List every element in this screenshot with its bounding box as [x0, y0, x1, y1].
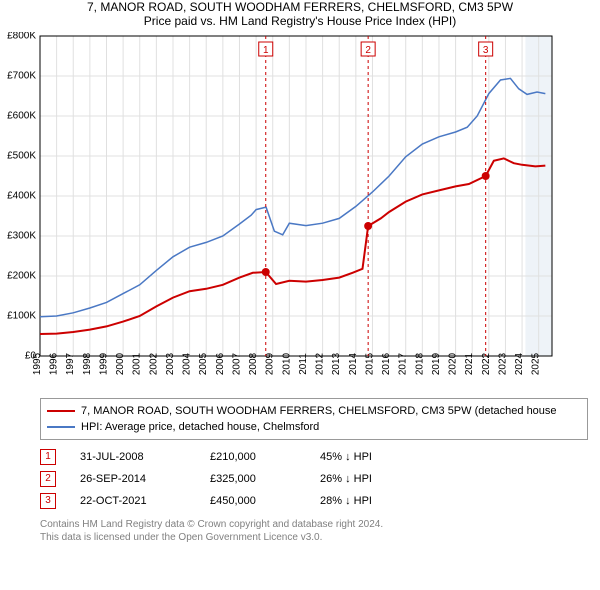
svg-text:1: 1	[263, 45, 269, 56]
marker-badge-2: 2	[40, 471, 56, 487]
table-row: 2 26-SEP-2014 £325,000 26% ↓ HPI	[40, 468, 588, 490]
attribution: Contains HM Land Registry data © Crown c…	[40, 518, 588, 544]
tx-date: 22-OCT-2021	[80, 495, 210, 507]
svg-text:3: 3	[483, 45, 489, 56]
tx-diff: 26% ↓ HPI	[320, 473, 440, 485]
svg-text:£700K: £700K	[7, 71, 36, 82]
marker-badge-3: 3	[40, 493, 56, 509]
svg-text:£400K: £400K	[7, 191, 36, 202]
tx-date: 26-SEP-2014	[80, 473, 210, 485]
legend-item-property: 7, MANOR ROAD, SOUTH WOODHAM FERRERS, CH…	[47, 403, 581, 419]
legend-label-hpi: HPI: Average price, detached house, Chel…	[81, 421, 319, 433]
svg-text:£200K: £200K	[7, 271, 36, 282]
svg-text:£600K: £600K	[7, 111, 36, 122]
attribution-line1: Contains HM Land Registry data © Crown c…	[40, 518, 588, 531]
svg-text:£100K: £100K	[7, 311, 36, 322]
legend-item-hpi: HPI: Average price, detached house, Chel…	[47, 419, 581, 435]
chart-area: £0£100K£200K£300K£400K£500K£600K£700K£80…	[0, 32, 600, 392]
tx-diff: 45% ↓ HPI	[320, 451, 440, 463]
table-row: 3 22-OCT-2021 £450,000 28% ↓ HPI	[40, 490, 588, 512]
legend-swatch-property	[47, 410, 75, 412]
tx-price: £450,000	[210, 495, 320, 507]
line-chart-svg: £0£100K£200K£300K£400K£500K£600K£700K£80…	[0, 32, 560, 392]
table-row: 1 31-JUL-2008 £210,000 45% ↓ HPI	[40, 446, 588, 468]
svg-text:£300K: £300K	[7, 231, 36, 242]
attribution-line2: This data is licensed under the Open Gov…	[40, 531, 588, 544]
tx-price: £210,000	[210, 451, 320, 463]
tx-price: £325,000	[210, 473, 320, 485]
tx-diff: 28% ↓ HPI	[320, 495, 440, 507]
transactions-table: 1 31-JUL-2008 £210,000 45% ↓ HPI 2 26-SE…	[40, 446, 588, 512]
legend-swatch-hpi	[47, 426, 75, 428]
svg-text:£500K: £500K	[7, 151, 36, 162]
tx-date: 31-JUL-2008	[80, 451, 210, 463]
legend: 7, MANOR ROAD, SOUTH WOODHAM FERRERS, CH…	[40, 398, 588, 440]
svg-text:2: 2	[365, 45, 371, 56]
chart-title-line2: Price paid vs. HM Land Registry's House …	[0, 14, 600, 28]
chart-title-line1: 7, MANOR ROAD, SOUTH WOODHAM FERRERS, CH…	[0, 0, 600, 14]
marker-badge-1: 1	[40, 449, 56, 465]
svg-text:£800K: £800K	[7, 32, 36, 42]
legend-label-property: 7, MANOR ROAD, SOUTH WOODHAM FERRERS, CH…	[81, 405, 557, 417]
